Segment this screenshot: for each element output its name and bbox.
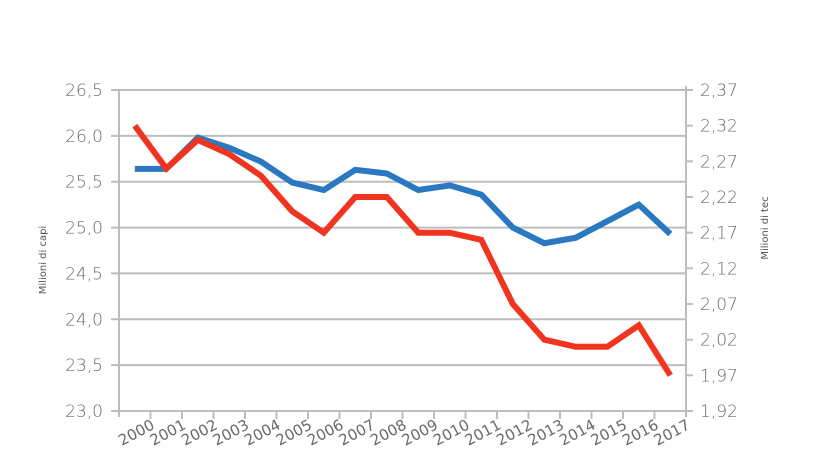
- left-tick-label: 25,0: [65, 219, 103, 239]
- right-tick-label: 1,92: [700, 402, 738, 422]
- right-y-axis: 2,37 2,32 2,27 2,22 2,17 2,12 2,07 2,02 1,97 1,92: [685, 81, 738, 422]
- right-tick-label: 2,12: [700, 259, 738, 279]
- right-tick-label: 2,07: [700, 295, 738, 315]
- data-series: [132, 123, 673, 377]
- left-tick-label: 25,5: [65, 173, 103, 193]
- left-tick-label: 26,0: [65, 127, 103, 147]
- right-tick-label: 1,97: [700, 366, 738, 386]
- left-axis-title: Milioni di capi: [38, 226, 49, 294]
- x-axis: 2000200120022003200420052006200720082009…: [115, 410, 693, 450]
- right-tick-label: 2,37: [700, 81, 738, 101]
- right-tick-label: 2,27: [700, 152, 738, 172]
- series-line-tec: [132, 123, 673, 377]
- right-tick-label: 2,02: [700, 331, 738, 351]
- left-tick-label: 23,5: [65, 356, 103, 376]
- right-tick-label: 2,17: [700, 224, 738, 244]
- left-tick-label: 23,0: [65, 402, 103, 422]
- x-tick-label: 2017: [651, 416, 693, 450]
- left-y-axis: 26,5 26,0 25,5 25,0 24,5 24,0 23,5 23,0: [65, 81, 120, 422]
- left-tick-label: 26,5: [65, 81, 103, 101]
- left-tick-label: 24,0: [65, 310, 103, 330]
- right-tick-label: 2,32: [700, 117, 738, 137]
- right-axis-title: Milioni di tec: [760, 196, 771, 259]
- right-tick-label: 2,22: [700, 188, 738, 208]
- left-tick-label: 24,5: [65, 264, 103, 284]
- series-line-capi: [134, 134, 673, 247]
